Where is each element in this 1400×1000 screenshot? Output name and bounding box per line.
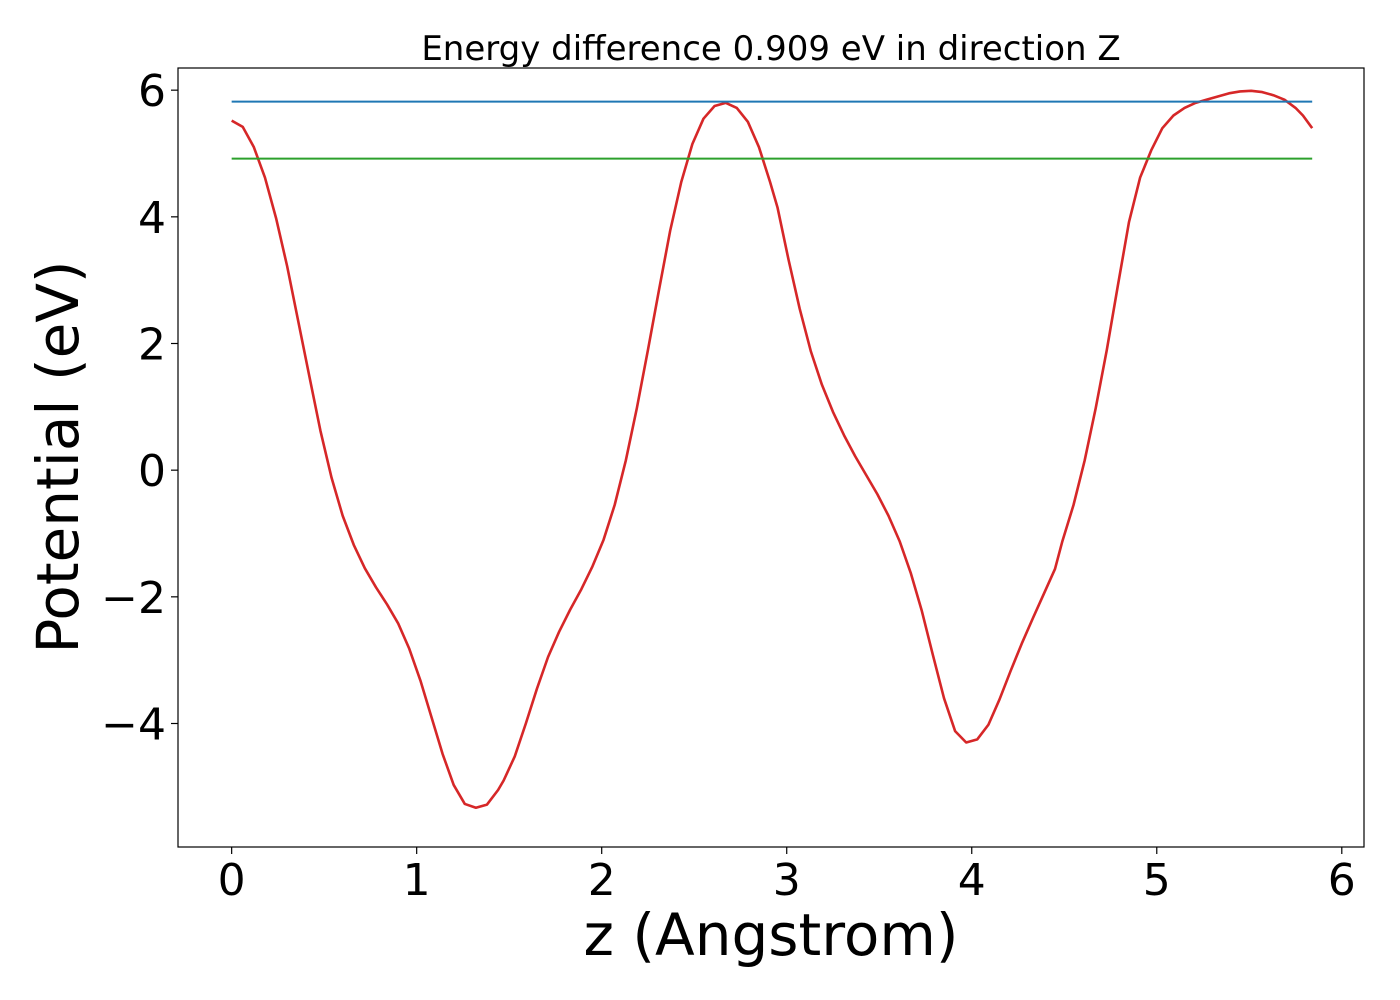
- x-tick-label: 0: [218, 855, 246, 906]
- y-tick-label: −4: [101, 700, 166, 751]
- x-tick-label: 6: [1328, 855, 1356, 906]
- x-axis-label: z (Angstrom): [584, 901, 959, 969]
- x-tick-label: 5: [1143, 855, 1171, 906]
- x-tick-label: 1: [403, 855, 431, 906]
- y-tick-label: 6: [138, 66, 166, 117]
- y-tick-label: 2: [138, 320, 166, 371]
- y-tick-label: 4: [138, 193, 166, 244]
- x-ticks: 0 1 2 3 4 5 6: [218, 847, 1356, 906]
- x-tick-label: 3: [773, 855, 801, 906]
- series-layer: [231, 89, 1314, 810]
- x-tick-label: 4: [958, 855, 986, 906]
- plot-frame: [177, 67, 1365, 848]
- chart-title: Energy difference 0.909 eV in direction …: [421, 29, 1120, 69]
- y-tick-label: −2: [101, 573, 166, 624]
- potential-line: [231, 89, 1314, 810]
- y-axis-label: Potential (eV): [24, 260, 92, 653]
- x-tick-label: 2: [588, 855, 616, 906]
- y-ticks: −4 −2 0 2 4 6: [101, 66, 178, 751]
- y-tick-label: 0: [138, 446, 166, 497]
